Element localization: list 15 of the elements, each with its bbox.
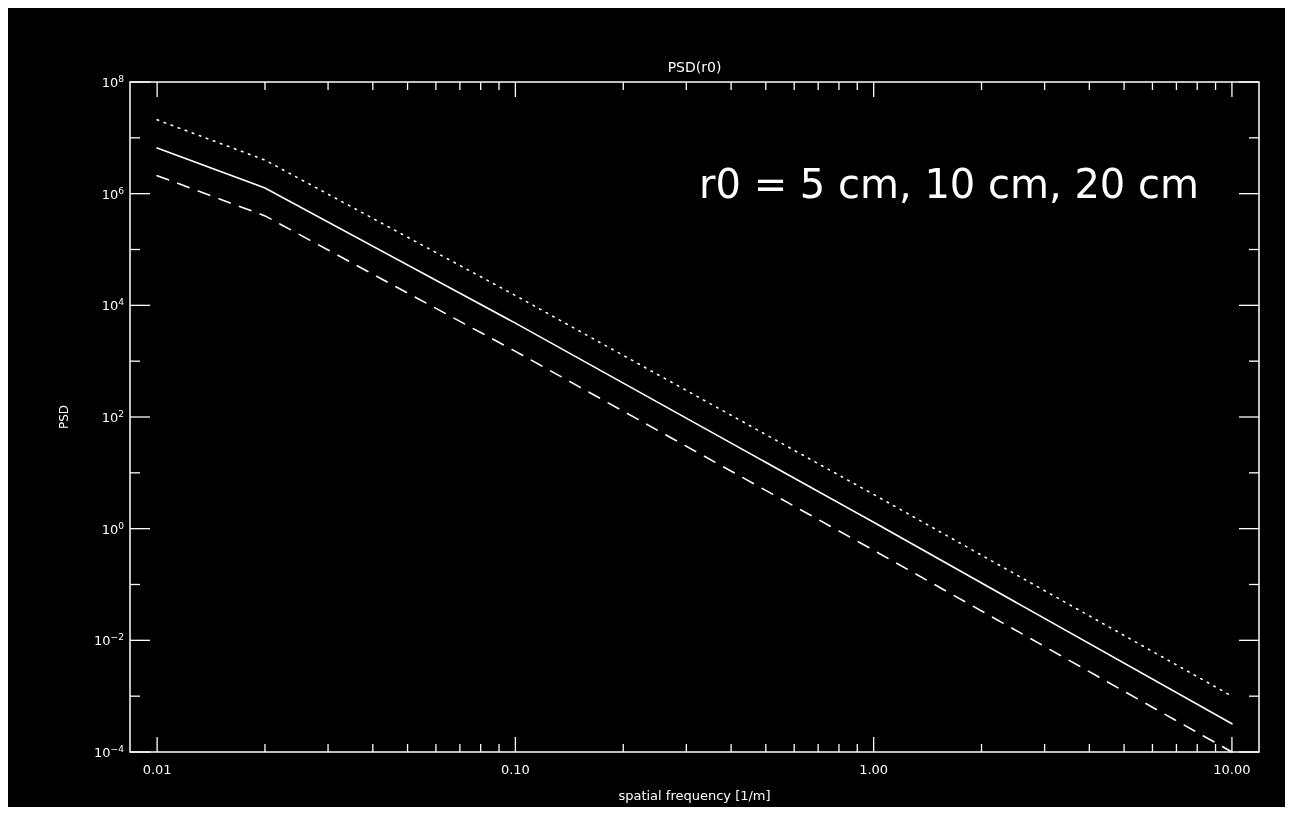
y-tick-label: 10$^{4}$ [101, 297, 125, 314]
x-tick-label: 1.00 [859, 762, 889, 777]
y-tick-label: 10$^{0}$ [101, 520, 125, 537]
x-axis-title: spatial frequency [1/m] [618, 788, 771, 803]
x-tick-label: 0.10 [500, 762, 530, 777]
y-axis-title: PSD [57, 404, 71, 430]
x-tick-label: 0.01 [142, 762, 172, 777]
y-tick-label: 10$^{2}$ [101, 409, 124, 425]
x-tick-label: 10.00 [1213, 762, 1251, 777]
chart-title: PSD(r0) [667, 59, 722, 75]
y-tick-label: 10$^{8}$ [101, 74, 125, 90]
y-tick-label: 10$^{6}$ [101, 185, 125, 202]
y-tick-label: 10$^{−2}$ [94, 632, 124, 649]
y-tick-label: 10$^{−4}$ [94, 744, 125, 760]
annotation: r0 = 5 cm, 10 cm, 20 cm [699, 161, 1199, 207]
